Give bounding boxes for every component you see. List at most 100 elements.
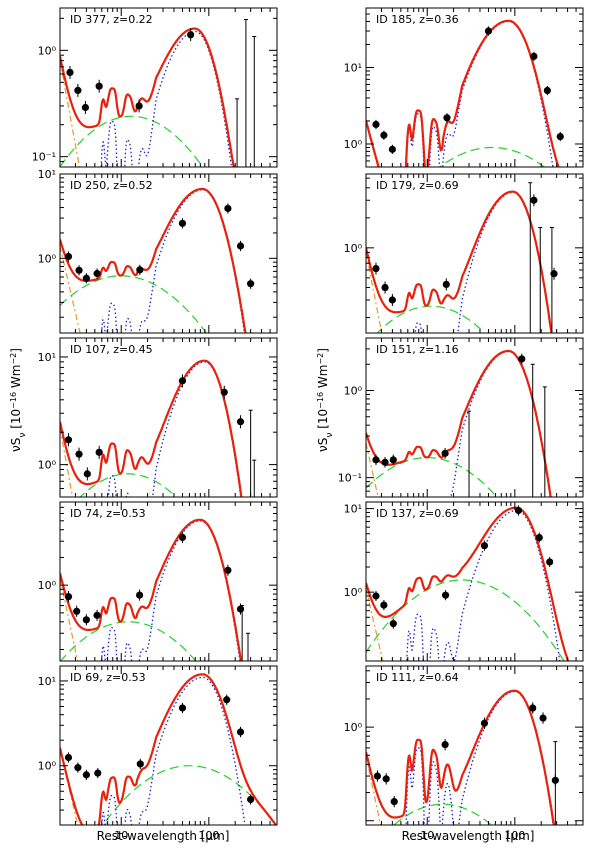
data-point bbox=[178, 533, 187, 542]
panel-frame bbox=[365, 173, 584, 334]
x-axis-title-right: Rest-wavelength [μm] bbox=[402, 829, 535, 843]
y-tick-label: 10¹ bbox=[38, 675, 56, 688]
data-point bbox=[75, 266, 83, 274]
y-tick-label: 10⁰ bbox=[38, 44, 57, 57]
agn-torus-component-curve bbox=[102, 765, 277, 825]
data-point bbox=[236, 728, 245, 736]
y-tick-label: 10⁰ bbox=[344, 242, 363, 255]
panel-frame bbox=[365, 7, 584, 168]
data-point bbox=[74, 764, 82, 772]
panel-frame bbox=[59, 7, 278, 168]
data-point bbox=[95, 448, 103, 456]
panel-frame bbox=[365, 501, 584, 662]
agn-torus-component-curve bbox=[393, 803, 493, 825]
data-point bbox=[380, 601, 388, 609]
data-point bbox=[178, 704, 187, 712]
y-tick-label: 10¹ bbox=[344, 62, 362, 75]
data-point bbox=[480, 719, 489, 727]
data-point bbox=[535, 533, 543, 542]
panel-title: ID 137, z=0.69 bbox=[376, 507, 459, 520]
y-tick-label: 10⁻¹ bbox=[338, 472, 362, 485]
total-model-curve bbox=[60, 359, 243, 497]
data-point bbox=[73, 607, 81, 615]
data-point bbox=[66, 68, 74, 77]
sed-panel: 10⁻¹ 10⁰ ID 151, z=1.16 bbox=[338, 337, 584, 498]
data-point bbox=[75, 450, 83, 458]
data-point bbox=[529, 704, 537, 712]
data-point bbox=[223, 696, 231, 704]
sed-panel: 10⁻¹ 10⁰ ID 377, z=0.22 bbox=[32, 7, 278, 168]
data-point bbox=[530, 52, 538, 60]
plot-area bbox=[366, 19, 564, 167]
y-tick-label: 10⁰ bbox=[344, 384, 363, 397]
data-point bbox=[381, 283, 389, 292]
data-point bbox=[64, 436, 73, 444]
y-tick-label: 10⁰ bbox=[38, 459, 57, 472]
panel-frame bbox=[365, 665, 584, 826]
data-point bbox=[178, 219, 187, 227]
agn-torus-component-curve bbox=[438, 146, 546, 167]
data-point bbox=[83, 470, 91, 478]
agn-torus-component-curve bbox=[376, 305, 486, 333]
data-point bbox=[136, 760, 144, 768]
y-tick-label: 10⁰ bbox=[344, 586, 363, 599]
data-point bbox=[64, 593, 73, 601]
panel-title: ID 151, z=1.16 bbox=[376, 343, 459, 356]
starburst-component-curve bbox=[100, 676, 246, 825]
data-point bbox=[372, 592, 380, 600]
data-point bbox=[381, 458, 389, 466]
data-point bbox=[224, 566, 232, 574]
data-point bbox=[539, 714, 547, 722]
y-tick-label: 10⁰ bbox=[38, 579, 57, 592]
data-point bbox=[441, 591, 450, 599]
data-point bbox=[556, 132, 564, 141]
data-point bbox=[388, 145, 396, 153]
agn-torus-component-curve bbox=[60, 621, 197, 661]
plot-area bbox=[60, 18, 257, 167]
plot-area bbox=[366, 349, 552, 497]
total-model-curve bbox=[366, 506, 570, 661]
total-model-curve bbox=[60, 27, 235, 167]
data-point bbox=[441, 449, 449, 457]
data-point bbox=[443, 114, 451, 122]
total-model-curve bbox=[366, 689, 555, 825]
data-point bbox=[82, 274, 90, 282]
data-point bbox=[64, 252, 73, 261]
data-point bbox=[247, 280, 255, 288]
data-point bbox=[236, 605, 245, 613]
data-point bbox=[484, 27, 493, 35]
data-point bbox=[93, 611, 101, 619]
data-point bbox=[81, 103, 90, 112]
y-tick-label: 10⁰ bbox=[38, 760, 57, 773]
data-point bbox=[518, 355, 526, 363]
data-point bbox=[543, 86, 551, 95]
panel-frame bbox=[59, 173, 278, 334]
y-tick-label: 10¹ bbox=[38, 168, 56, 181]
data-point bbox=[372, 456, 380, 464]
data-point bbox=[220, 388, 228, 396]
starburst-component-curve bbox=[100, 30, 233, 167]
data-point bbox=[373, 772, 382, 780]
data-point bbox=[372, 120, 380, 129]
panel-title: ID 74, z=0.53 bbox=[70, 507, 146, 520]
data-point bbox=[236, 242, 245, 250]
data-point bbox=[382, 775, 390, 783]
y-tick-label: 10⁻¹ bbox=[32, 151, 56, 164]
panel-title: ID 69, z=0.53 bbox=[70, 671, 146, 684]
data-point bbox=[380, 131, 388, 139]
agn-torus-component-curve bbox=[79, 473, 177, 497]
panel-frame bbox=[59, 337, 278, 498]
y-tick-label: 10⁰ bbox=[344, 138, 363, 151]
x-tick-label: 100 bbox=[198, 829, 219, 842]
data-point bbox=[441, 741, 449, 749]
x-tick-label: 10 bbox=[114, 829, 128, 842]
x-axis-title-left: Rest-wavelength [μm] bbox=[97, 829, 230, 843]
x-tick-label: 10 bbox=[420, 829, 434, 842]
sed-panel: 10⁰ 10¹ ID 107, z=0.45 bbox=[38, 337, 278, 498]
plot-area bbox=[60, 673, 277, 825]
data-point bbox=[389, 456, 397, 464]
data-point bbox=[551, 776, 559, 784]
data-point bbox=[388, 296, 396, 304]
sed-panel: 10⁰ 10¹ ID 69, z=0.53 10 100 bbox=[38, 665, 278, 842]
